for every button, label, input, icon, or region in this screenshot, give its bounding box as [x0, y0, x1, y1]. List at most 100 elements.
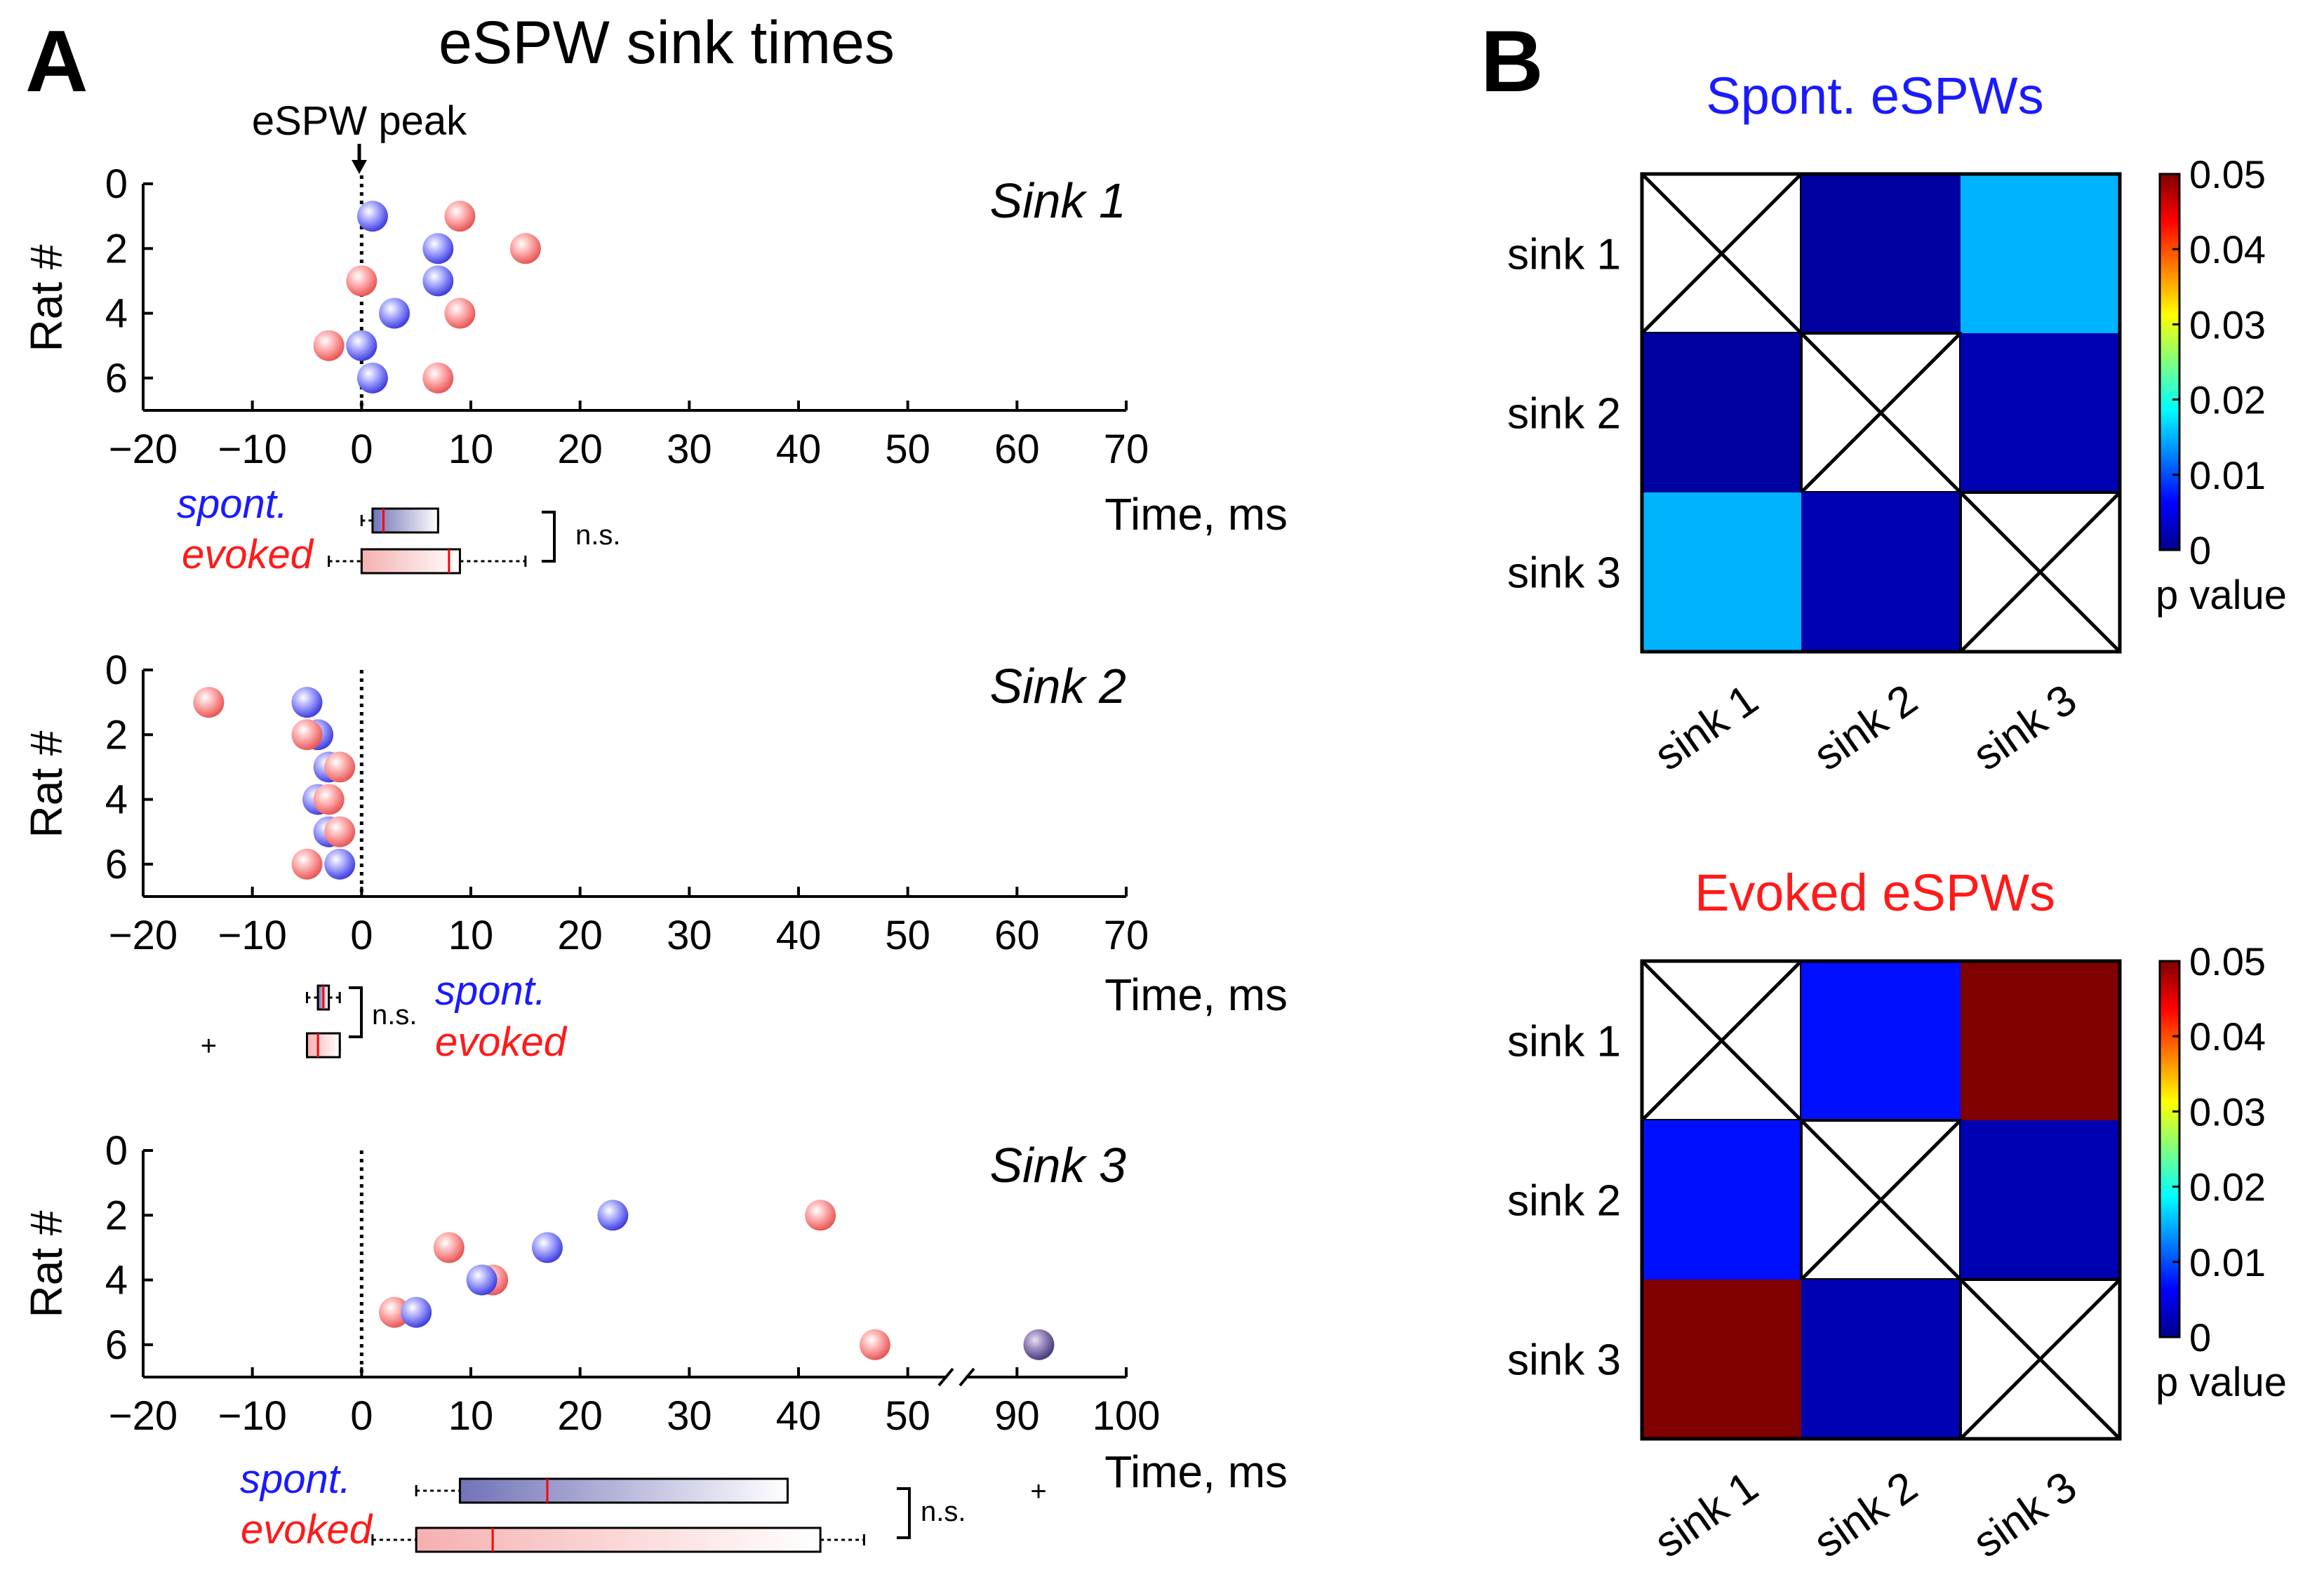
- x-tick-label: 40: [776, 427, 822, 472]
- colorbar-tick-label: 0.04: [2189, 1014, 2266, 1059]
- data-point-spont: [401, 1296, 432, 1328]
- y-axis-label: Rat #: [21, 244, 72, 351]
- heatmap-cell: [1642, 333, 1801, 492]
- data-point-evoked: [422, 362, 454, 394]
- heatmap-title: Spont. eSPWs: [1706, 67, 2043, 125]
- data-point-spont: [422, 233, 454, 264]
- sink-1-plot: Rat # Sink 1 Time, ms spont. evoked n.s.…: [21, 161, 1288, 577]
- data-point-evoked: [433, 1232, 465, 1263]
- x-tick-label: 40: [776, 913, 822, 958]
- panel-a-title: eSPW sink times: [439, 9, 895, 76]
- colorbar-label: p value: [2156, 1360, 2287, 1405]
- legend-spont: spont.: [177, 481, 288, 527]
- heatmap-cell: [1801, 174, 1961, 333]
- colorbar-tick-label: 0.04: [2189, 227, 2266, 271]
- x-tick-label: 60: [994, 427, 1040, 472]
- x-tick-label: 90: [994, 1393, 1040, 1439]
- x-tick-label: 60: [994, 913, 1040, 958]
- sink-title: Sink 1: [989, 173, 1126, 228]
- panel-b-letter: B: [1481, 13, 1544, 110]
- data-point-spont: [422, 265, 454, 297]
- x-tick-label: 20: [557, 1393, 603, 1439]
- ns-label: n.s.: [575, 520, 620, 551]
- data-point-evoked: [193, 687, 225, 718]
- boxplot-evoked-box: [306, 1032, 341, 1059]
- heatmap-border: [1640, 959, 2122, 1441]
- data-point-evoked: [509, 233, 541, 264]
- data-point-spont: [597, 1200, 629, 1231]
- column-label: sink 3: [1965, 1462, 2085, 1566]
- sink-2-plot: Rat # Sink 2 Time, ms spont. evoked n.s.…: [21, 647, 1288, 1065]
- colorbar-tick-label: 0.03: [2189, 1089, 2266, 1134]
- data-point-spont: [324, 848, 356, 880]
- data-point-evoked: [346, 265, 378, 297]
- colorbar-tick-label: 0.02: [2189, 378, 2266, 422]
- data-point-evoked: [379, 1296, 410, 1328]
- heatmap-cell: [1961, 1120, 2120, 1280]
- legend-spont: spont.: [435, 968, 546, 1014]
- colorbar-tick-label: 0.03: [2189, 302, 2266, 347]
- legend-evoked: evoked: [435, 1019, 568, 1065]
- row-label: sink 2: [1507, 390, 1621, 438]
- data-point-evoked: [805, 1200, 836, 1231]
- x-tick-label: 50: [885, 427, 930, 472]
- colorbar: [2158, 960, 2181, 1338]
- data-point-evoked: [313, 784, 345, 815]
- x-tick-label: −10: [218, 427, 286, 472]
- x-tick-label: −20: [109, 427, 178, 472]
- colorbar-tick-label: 0.05: [2189, 939, 2266, 984]
- y-tick-label: 0: [105, 647, 128, 693]
- diagonal-cross-icon: [1641, 173, 1803, 335]
- x-tick-label: −20: [109, 913, 178, 958]
- column-label: sink 1: [1646, 1462, 1767, 1566]
- row-label: sink 3: [1507, 549, 1621, 598]
- heatmap-border: [1640, 172, 2122, 654]
- boxplot-spont-box: [458, 1477, 789, 1504]
- data-point-evoked: [444, 297, 476, 329]
- row-label: sink 3: [1507, 1336, 1621, 1385]
- diagonal-cross-icon: [1959, 1278, 2121, 1440]
- heatmap-cell: [1642, 492, 1801, 652]
- sink-title: Sink 2: [989, 659, 1126, 713]
- x-axis-label: Time, ms: [1104, 489, 1288, 539]
- ns-label: n.s.: [372, 1000, 417, 1031]
- heatmap-cell: [1801, 1280, 1961, 1439]
- boxplot-evoked-box: [415, 1526, 822, 1553]
- peak-arrow-icon: [352, 144, 367, 174]
- sink-3-plot: Rat # Sink 3 Time, ms spont. evoked n.s.…: [21, 1128, 1288, 1553]
- heatmap-cell: [1961, 174, 2120, 333]
- y-tick-label: 2: [105, 712, 128, 758]
- x-tick-label: 100: [1093, 1393, 1161, 1439]
- data-point-evoked: [859, 1329, 890, 1360]
- y-tick-label: 0: [105, 1128, 128, 1174]
- data-point-spont: [379, 297, 410, 329]
- data-point-evoked: [324, 751, 356, 783]
- y-tick-label: 6: [105, 356, 128, 401]
- heatmap-cell: [1961, 961, 2120, 1120]
- data-point-evoked: [444, 201, 476, 232]
- colorbar-tick-label: 0.05: [2189, 152, 2266, 196]
- data-point-spont: [291, 687, 323, 718]
- boxplot-evoked-outlier: +: [201, 1031, 217, 1061]
- colorbar: [2158, 173, 2181, 551]
- x-tick-label: 20: [557, 913, 603, 958]
- colorbar-tick-label: 0.01: [2189, 453, 2266, 497]
- boxplot-evoked-box: [360, 548, 461, 575]
- diagonal-cross-icon: [1800, 1119, 1962, 1281]
- heatmap-cell: [1961, 333, 2120, 492]
- column-label: sink 3: [1965, 675, 2085, 779]
- x-tick-label: 10: [448, 427, 494, 472]
- x-tick-label: 10: [448, 1393, 494, 1439]
- x-tick-label: 50: [885, 913, 930, 958]
- spont-heatmap: Spont. eSPWs p value sink 1 sink 2 sink 3 s…: [1507, 67, 2287, 780]
- data-point-spont: [531, 1232, 563, 1263]
- row-label: sink 2: [1507, 1177, 1621, 1226]
- data-point-evoked: [324, 816, 356, 847]
- x-tick-label: −10: [218, 913, 286, 958]
- x-tick-label: −10: [218, 1393, 286, 1439]
- diagonal-cross-icon: [1641, 960, 1803, 1122]
- colorbar-tick-label: 0.02: [2189, 1165, 2266, 1209]
- column-label: sink 2: [1805, 1462, 1926, 1566]
- significance-bracket: [897, 1487, 911, 1539]
